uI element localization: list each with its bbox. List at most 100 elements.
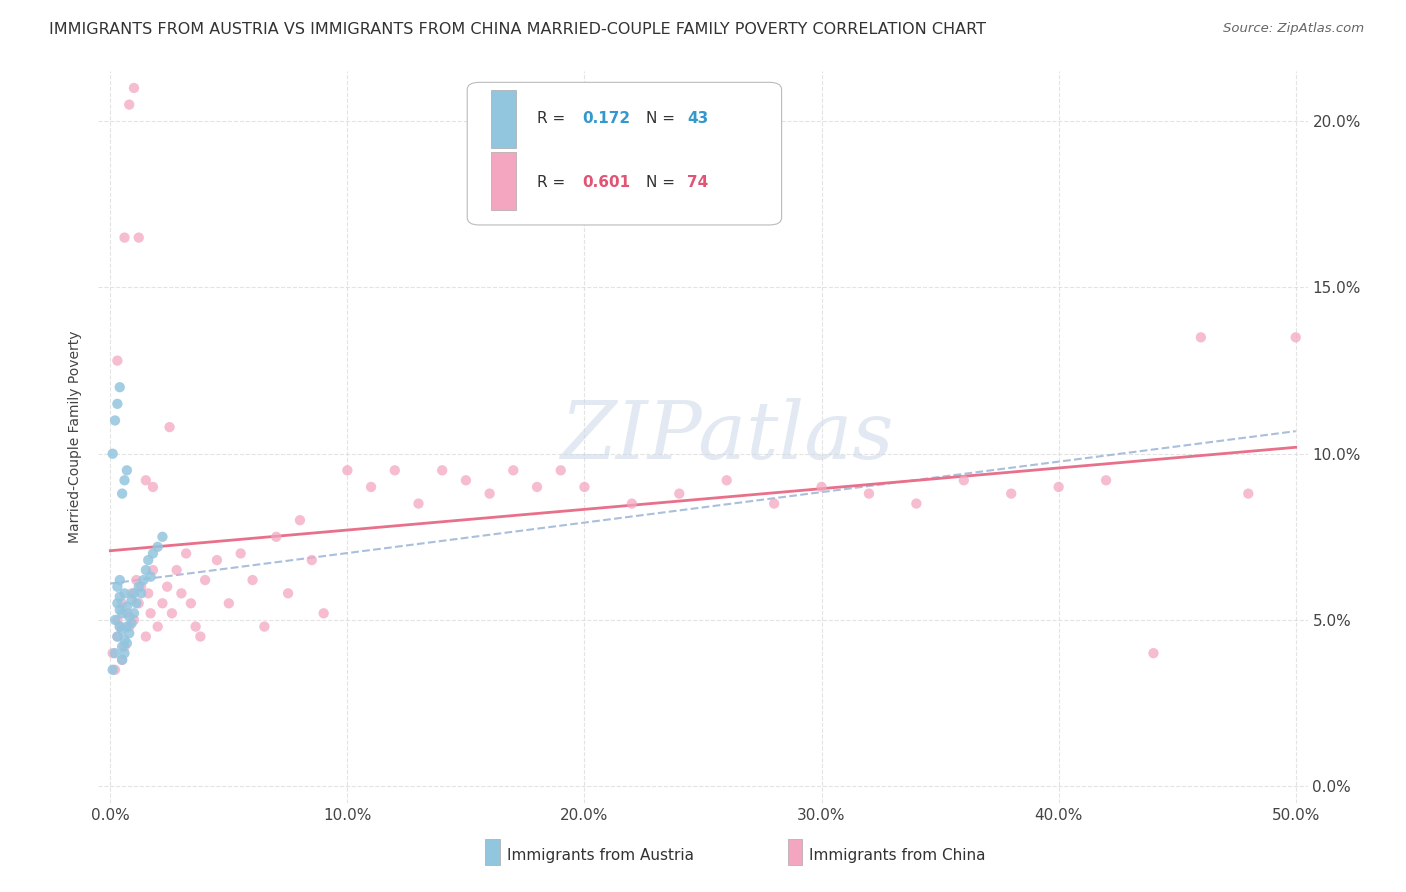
Point	[121, 586, 143, 600]
Point	[135, 630, 157, 644]
Point	[301, 553, 323, 567]
Point	[105, 580, 128, 594]
Point	[242, 573, 264, 587]
Text: 74: 74	[688, 175, 709, 190]
Point	[115, 619, 138, 633]
Point	[111, 653, 134, 667]
Point	[111, 607, 134, 621]
Point	[104, 663, 127, 677]
Point	[105, 397, 128, 411]
Text: R =: R =	[537, 112, 571, 127]
Point	[114, 646, 136, 660]
Point	[108, 590, 131, 604]
Point	[905, 497, 928, 511]
Point	[1047, 480, 1070, 494]
Point	[118, 619, 141, 633]
Point	[312, 607, 335, 621]
FancyBboxPatch shape	[492, 90, 516, 148]
Point	[114, 586, 136, 600]
Point	[128, 596, 150, 610]
Point	[763, 497, 786, 511]
Text: IMMIGRANTS FROM AUSTRIA VS IMMIGRANTS FROM CHINA MARRIED-COUPLE FAMILY POVERTY C: IMMIGRANTS FROM AUSTRIA VS IMMIGRANTS FR…	[49, 22, 986, 37]
Point	[810, 480, 832, 494]
Point	[115, 463, 138, 477]
Point	[668, 486, 690, 500]
Point	[111, 640, 134, 654]
Point	[105, 596, 128, 610]
Text: ZIPatlas: ZIPatlas	[561, 399, 894, 475]
Point	[101, 663, 124, 677]
Point	[128, 230, 150, 244]
Point	[146, 540, 169, 554]
Point	[174, 546, 197, 560]
Point	[716, 473, 738, 487]
Point	[264, 530, 287, 544]
Point	[858, 486, 880, 500]
Point	[384, 463, 406, 477]
Point	[135, 563, 157, 577]
Point	[129, 580, 152, 594]
Point	[156, 580, 179, 594]
Point	[101, 646, 124, 660]
Point	[125, 596, 148, 610]
Point	[105, 630, 128, 644]
Text: 0.601: 0.601	[582, 175, 630, 190]
Point	[111, 596, 134, 610]
Point	[105, 353, 128, 368]
Point	[118, 609, 141, 624]
Point	[1142, 646, 1164, 660]
Point	[194, 573, 217, 587]
Point	[139, 607, 162, 621]
Point	[160, 607, 183, 621]
Point	[253, 619, 276, 633]
Point	[360, 480, 382, 494]
Point	[104, 413, 127, 427]
Point	[122, 586, 145, 600]
Point	[166, 563, 188, 577]
Point	[122, 607, 145, 621]
Point	[115, 636, 138, 650]
Point	[104, 613, 127, 627]
Point	[277, 586, 299, 600]
Point	[118, 626, 141, 640]
Point	[620, 497, 643, 511]
Point	[1189, 330, 1212, 344]
Point	[125, 573, 148, 587]
Point	[146, 619, 169, 633]
Point	[432, 463, 454, 477]
Point	[550, 463, 572, 477]
Text: Source: ZipAtlas.com: Source: ZipAtlas.com	[1223, 22, 1364, 36]
Point	[122, 81, 145, 95]
Point	[105, 613, 128, 627]
Point	[502, 463, 524, 477]
Point	[115, 607, 138, 621]
Point	[121, 593, 143, 607]
Point	[526, 480, 548, 494]
Text: Immigrants from China: Immigrants from China	[810, 848, 986, 863]
Point	[229, 546, 252, 560]
Point	[952, 473, 974, 487]
Point	[136, 586, 159, 600]
Point	[104, 646, 127, 660]
FancyBboxPatch shape	[467, 82, 782, 225]
Point	[115, 599, 138, 614]
Point	[478, 486, 501, 500]
Text: R =: R =	[537, 175, 571, 190]
Point	[128, 580, 150, 594]
Point	[118, 97, 141, 112]
Point	[121, 616, 143, 631]
Point	[336, 463, 359, 477]
Point	[111, 486, 134, 500]
Point	[1095, 473, 1118, 487]
Point	[136, 553, 159, 567]
Y-axis label: Married-Couple Family Poverty: Married-Couple Family Poverty	[69, 331, 83, 543]
Point	[180, 596, 202, 610]
Point	[190, 630, 212, 644]
Point	[129, 586, 152, 600]
Text: N =: N =	[647, 112, 681, 127]
Text: 0.172: 0.172	[582, 112, 630, 127]
Point	[142, 480, 165, 494]
Point	[108, 619, 131, 633]
Point	[111, 653, 134, 667]
Point	[170, 586, 193, 600]
